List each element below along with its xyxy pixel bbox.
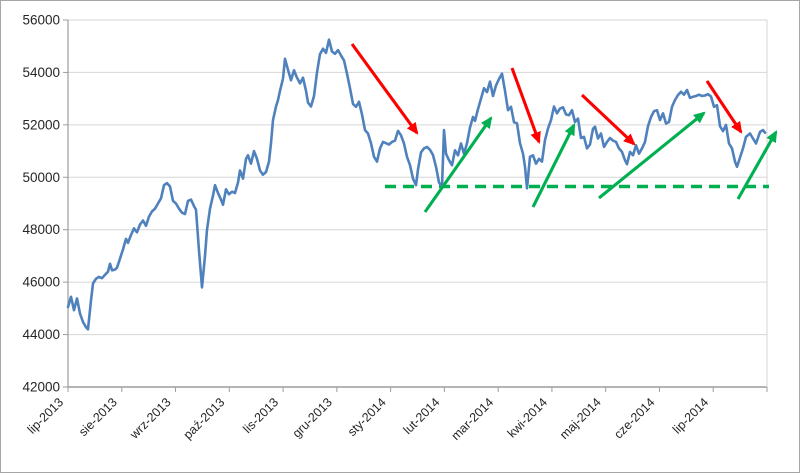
y-axis-label: 52000 <box>22 117 60 132</box>
x-axis-label: lip-2013 <box>25 395 66 436</box>
x-axis-label: sie-2013 <box>76 395 120 439</box>
x-axis-label: paź-2013 <box>181 395 228 442</box>
x-axis-label: sty-2014 <box>345 395 389 439</box>
x-axis-label: lis-2013 <box>240 395 281 436</box>
downtrend-arrow <box>350 43 419 135</box>
y-axis-label: 42000 <box>22 380 60 395</box>
uptrend-arrow <box>736 130 778 200</box>
downtrend-arrow <box>510 67 541 145</box>
x-axis-label: mar-2014 <box>449 395 497 443</box>
x-axis-label: maj-2014 <box>557 395 604 442</box>
downtrend-arrow <box>705 80 743 134</box>
x-axis-label: kwi-2014 <box>505 395 550 440</box>
y-axis-label: 48000 <box>22 222 60 237</box>
y-axis-label: 56000 <box>22 13 60 28</box>
y-axis-label: 46000 <box>22 275 60 290</box>
uptrend-arrow <box>423 116 493 213</box>
y-axis-label: 50000 <box>22 170 60 185</box>
price-line-series <box>66 38 767 331</box>
uptrend-arrow <box>598 111 706 200</box>
x-axis-label: cze-2014 <box>611 395 657 441</box>
x-axis-label: lut-2014 <box>401 395 443 437</box>
y-axis-label: 54000 <box>22 65 60 80</box>
x-axis-label: gru-2013 <box>290 395 335 440</box>
downtrend-arrow <box>580 93 636 146</box>
x-axis-label: wrz-2013 <box>127 395 174 442</box>
uptrend-arrow <box>531 123 576 208</box>
x-axis-label: lip-2014 <box>670 395 711 436</box>
y-axis-label: 44000 <box>22 327 60 342</box>
